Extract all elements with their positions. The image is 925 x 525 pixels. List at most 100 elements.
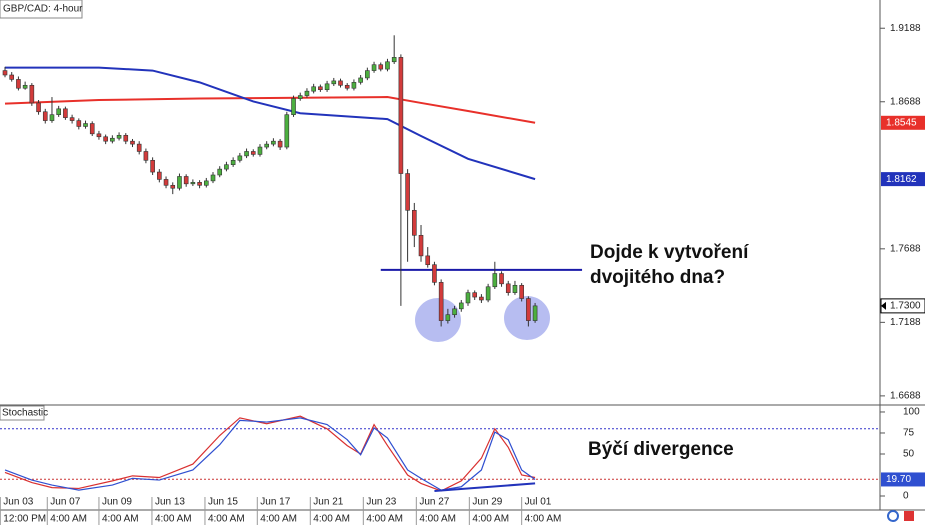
candle-body	[485, 286, 491, 301]
candle-body	[512, 284, 518, 293]
x-tick-sublabel: 4:00 AM	[102, 514, 139, 525]
candle-body	[277, 140, 283, 148]
indicator-value-label: 19.70	[886, 474, 911, 485]
candle-body	[36, 102, 41, 113]
candle-body	[271, 140, 276, 145]
candle-body	[123, 134, 129, 142]
x-tick-label: Jun 03	[3, 497, 33, 508]
x-tick-label: Jun 17	[260, 497, 290, 508]
candle-body	[183, 176, 189, 185]
x-tick-sublabel: 12:00 PM	[3, 514, 46, 525]
candle-body	[391, 57, 397, 63]
x-tick-label: Jun 09	[102, 497, 132, 508]
candle-body	[69, 117, 75, 121]
candle-body	[519, 284, 524, 299]
chart-title: GBP/CAD: 4-hour	[3, 4, 83, 15]
x-tick-sublabel: 4:00 AM	[366, 514, 403, 525]
candle-body	[432, 264, 437, 283]
moving-average	[4, 96, 536, 124]
candle-body	[116, 134, 122, 139]
highlight-circle	[415, 298, 461, 342]
candle-body	[492, 273, 498, 288]
candle-body	[331, 80, 337, 85]
candle-body	[22, 84, 28, 89]
ma-value-label-box	[881, 115, 925, 130]
candle-body	[204, 180, 209, 186]
candle-body	[311, 86, 316, 92]
candle-body	[465, 292, 471, 304]
x-tick-sublabel: 4:00 AM	[313, 514, 350, 525]
candle-body	[505, 283, 511, 293]
candle-body	[56, 108, 61, 116]
candle-body	[96, 133, 102, 138]
candle-body	[210, 174, 216, 182]
candle-body	[244, 151, 249, 157]
x-tick-label: Jul 01	[525, 497, 552, 508]
indicator-y-tick-label: 100	[903, 407, 920, 418]
candle-body	[157, 171, 162, 180]
candle-body	[499, 273, 504, 285]
candle-body	[472, 292, 478, 298]
indicator-title-box	[0, 405, 45, 421]
annotation: Býčí divergence	[588, 439, 734, 460]
title-box	[0, 0, 83, 19]
candle-body	[378, 64, 384, 70]
plot-layer: 1.6688 1.7188 1.7688 1.8688 1.9188 Jun 03 12:0…	[0, 23, 925, 525]
divergence-line	[434, 482, 536, 492]
candle-body	[526, 298, 531, 321]
indicator-y-tick-label: 75	[903, 428, 915, 439]
candle-body	[358, 77, 363, 83]
candle-body	[2, 70, 8, 76]
candle-body	[217, 168, 223, 176]
indicator-y-tick-label: 50	[903, 449, 915, 460]
candle-body	[371, 64, 377, 71]
indicator-y-tick-label: 0	[903, 491, 909, 502]
candle-body	[418, 234, 424, 257]
candle-body	[324, 83, 330, 91]
ma-value-label-box	[881, 172, 925, 187]
y-tick-label: 1.7688	[890, 243, 921, 254]
candle-body	[458, 302, 464, 310]
indicator-line	[4, 417, 536, 491]
candle-body	[445, 314, 451, 321]
candle-body	[170, 184, 176, 189]
y-tick-label: 1.6688	[890, 391, 921, 402]
candle-body	[9, 74, 15, 80]
last-price-label: 1.7300	[890, 301, 921, 312]
candle-body	[63, 108, 68, 118]
candle-body	[150, 159, 155, 173]
candle-body	[237, 155, 243, 161]
candle-body	[76, 120, 82, 127]
icon[interactable]	[904, 511, 914, 521]
candle-body	[130, 140, 135, 145]
x-tick-sublabel: 4:00 AM	[472, 514, 509, 525]
y-tick-label: 1.7188	[890, 317, 921, 328]
candle-body	[412, 209, 417, 236]
x-tick-sublabel: 4:00 AM	[260, 514, 297, 525]
candle-body	[83, 123, 88, 127]
annotation: dvojitého dna?	[590, 267, 725, 288]
candle-body	[230, 159, 236, 166]
candle-body	[425, 255, 431, 266]
candle-body	[385, 61, 390, 70]
candle-body	[532, 305, 538, 321]
candle-body	[197, 182, 202, 186]
x-tick-sublabel: 4:00 AM	[155, 514, 192, 525]
icon[interactable]	[887, 510, 899, 522]
candle-body	[264, 143, 269, 148]
annotation: Dojde k vytvoření	[590, 242, 749, 263]
candle-body	[224, 164, 229, 170]
candle-body	[16, 79, 21, 89]
y-tick-label: 1.9188	[890, 23, 921, 34]
x-tick-sublabel: 4:00 AM	[419, 514, 456, 525]
candle-body	[110, 137, 115, 142]
indicator-line	[4, 415, 536, 492]
x-tick-label: Jun 07	[50, 497, 80, 508]
candle-body	[291, 98, 296, 116]
candle-body	[250, 151, 256, 155]
candle-body	[304, 90, 310, 96]
y-tick-label: 1.8688	[890, 96, 921, 107]
x-tick-label: Jun 29	[472, 497, 502, 508]
